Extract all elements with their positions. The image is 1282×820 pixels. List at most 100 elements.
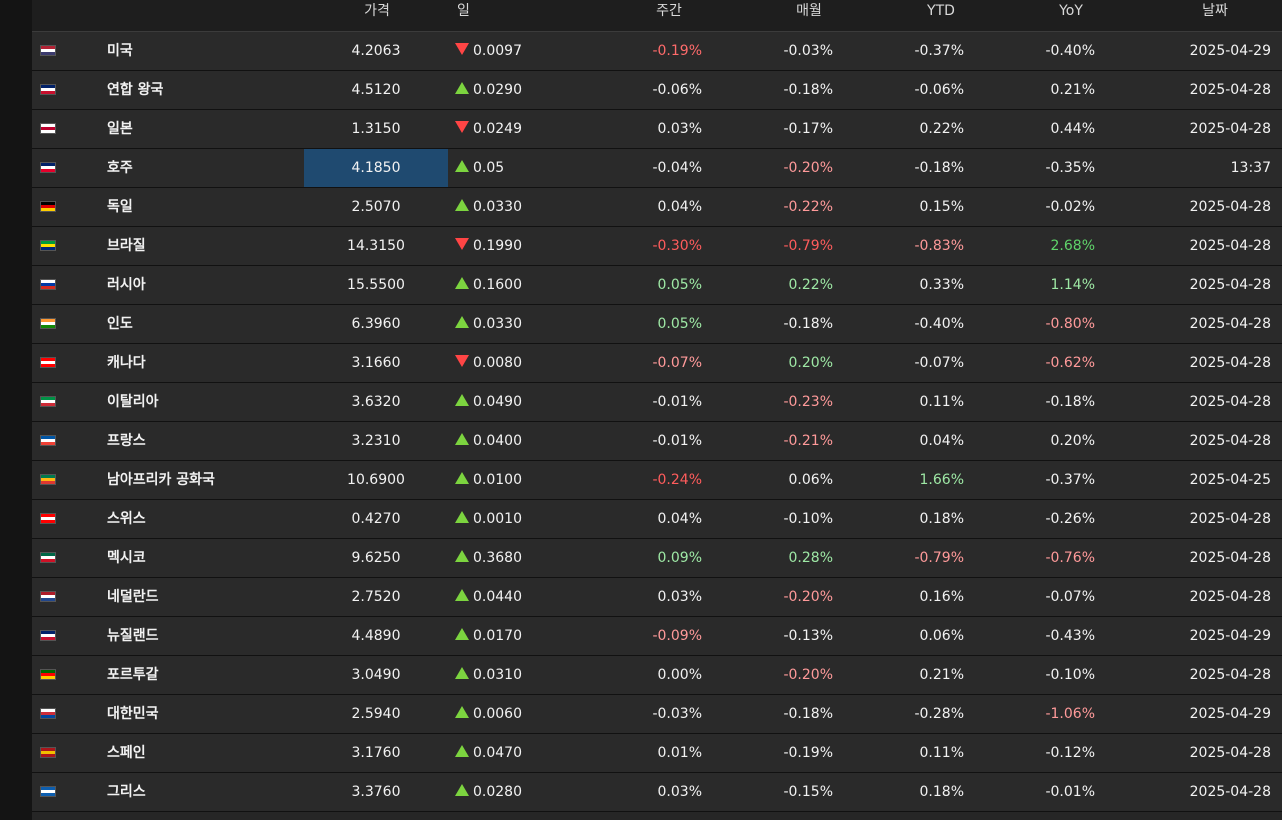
table-row[interactable]: 독일 2.5070 0.0330 0.04% -0.22% 0.15% -0.0… <box>32 188 1282 227</box>
table-row[interactable]: 캐나다 3.1660 0.0080 -0.07% 0.20% -0.07% -0… <box>32 344 1282 383</box>
country-name[interactable]: 연합 왕국 <box>107 82 164 98</box>
price-cell: 2.7520 <box>304 578 448 616</box>
week-change: 0.04% <box>657 511 702 527</box>
country-name[interactable]: 브라질 <box>107 238 146 254</box>
country-name[interactable]: 러시아 <box>107 277 146 293</box>
day-change-value: 0.0330 <box>473 199 522 215</box>
country-name[interactable]: 스위스 <box>107 511 146 527</box>
country-name[interactable]: 포르투갈 <box>107 667 159 683</box>
date-value: 2025-04-25 <box>1189 472 1271 488</box>
ytd-change: 0.21% <box>919 667 964 683</box>
day-change-value: 0.3680 <box>473 550 522 566</box>
country-name[interactable]: 스페인 <box>107 745 146 761</box>
flag-icon <box>40 32 56 70</box>
col-header-month[interactable]: 매월 <box>796 3 822 19</box>
week-change: 0.04% <box>657 199 702 215</box>
table-row[interactable]: 네덜란드 2.7520 0.0440 0.03% -0.20% 0.16% -0… <box>32 578 1282 617</box>
table-row[interactable]: 러시아 15.5500 0.1600 0.05% 0.22% 0.33% 1.1… <box>32 266 1282 305</box>
yoy-change: -0.18% <box>1045 394 1095 410</box>
country-name[interactable]: 인도 <box>107 316 133 332</box>
triangle-up-icon <box>455 589 469 601</box>
col-header-day[interactable]: 일 <box>457 3 470 19</box>
date-value: 2025-04-28 <box>1189 277 1271 293</box>
flag-swatch <box>40 668 56 680</box>
day-change-value: 0.0080 <box>473 355 522 371</box>
week-change: 0.03% <box>657 121 702 137</box>
table-row[interactable]: 연합 왕국 4.5120 0.0290 -0.06% -0.18% -0.06%… <box>32 71 1282 110</box>
table-row[interactable]: 인도 6.3960 0.0330 0.05% -0.18% -0.40% -0.… <box>32 305 1282 344</box>
table-row[interactable]: 남아프리카 공화국 10.6900 0.0100 -0.24% 0.06% 1.… <box>32 461 1282 500</box>
col-header-price[interactable]: 가격 <box>364 3 390 19</box>
table-row[interactable]: 브라질 14.3150 0.1990 -0.30% -0.79% -0.83% … <box>32 227 1282 266</box>
country-name[interactable]: 독일 <box>107 199 133 215</box>
day-change-value: 0.0440 <box>473 589 522 605</box>
flag-swatch <box>40 707 56 719</box>
country-name[interactable]: 일본 <box>107 121 133 137</box>
country-name[interactable]: 멕시코 <box>107 550 146 566</box>
day-change-cell: 0.0330 <box>455 188 575 226</box>
col-header-ytd[interactable]: YTD <box>927 3 955 19</box>
price-value: 9.6250 <box>351 550 401 566</box>
flag-icon <box>40 149 56 187</box>
table-row[interactable]: 프랑스 3.2310 0.0400 -0.01% -0.21% 0.04% 0.… <box>32 422 1282 461</box>
table-row[interactable]: 호주 4.1850 0.05 -0.04% -0.20% -0.18% -0.3… <box>32 149 1282 188</box>
table-row[interactable]: 스페인 3.1760 0.0470 0.01% -0.19% 0.11% -0.… <box>32 734 1282 773</box>
table-row[interactable]: 대한민국 2.5940 0.0060 -0.03% -0.18% -0.28% … <box>32 695 1282 734</box>
price-cell: 9.6250 <box>304 539 448 577</box>
date-value: 13:37 <box>1230 160 1271 176</box>
flag-swatch <box>40 473 56 485</box>
table-row[interactable]: 멕시코 9.6250 0.3680 0.09% 0.28% -0.79% -0.… <box>32 539 1282 578</box>
month-change: -0.13% <box>783 628 833 644</box>
price-value: 3.1660 <box>351 355 401 371</box>
month-change: 0.20% <box>788 355 833 371</box>
triangle-up-icon <box>455 667 469 679</box>
day-change-cell: 0.0100 <box>455 461 575 499</box>
table-row[interactable]: 미국 4.2063 0.0097 -0.19% -0.03% -0.37% -0… <box>32 32 1282 71</box>
country-name[interactable]: 뉴질랜드 <box>107 628 159 644</box>
col-header-date[interactable]: 날짜 <box>1202 3 1228 19</box>
month-change: -0.22% <box>783 199 833 215</box>
country-name[interactable]: 그리스 <box>107 784 146 800</box>
flag-swatch <box>40 551 56 563</box>
country-name[interactable]: 호주 <box>107 160 133 176</box>
flag-swatch <box>40 239 56 251</box>
price-value: 3.1760 <box>351 745 401 761</box>
ytd-change: -0.37% <box>914 43 964 59</box>
date-value: 2025-04-28 <box>1189 82 1271 98</box>
col-header-yoy[interactable]: YoY <box>1059 3 1083 19</box>
price-value: 1.3150 <box>351 121 401 137</box>
table-row[interactable]: 그리스 3.3760 0.0280 0.03% -0.15% 0.18% -0.… <box>32 773 1282 812</box>
flag-swatch <box>40 161 56 173</box>
table-row[interactable]: 이탈리아 3.6320 0.0490 -0.01% -0.23% 0.11% -… <box>32 383 1282 422</box>
country-name[interactable]: 미국 <box>107 43 133 59</box>
country-name[interactable]: 프랑스 <box>107 433 146 449</box>
week-change: -0.04% <box>652 160 702 176</box>
table-row[interactable]: 일본 1.3150 0.0249 0.03% -0.17% 0.22% 0.44… <box>32 110 1282 149</box>
price-value: 2.5940 <box>351 706 401 722</box>
day-change-cell: 0.05 <box>455 149 575 187</box>
country-name[interactable]: 남아프리카 공화국 <box>107 472 215 488</box>
date-value: 2025-04-28 <box>1189 589 1271 605</box>
col-header-week[interactable]: 주간 <box>656 3 682 19</box>
day-change-cell: 0.1990 <box>455 227 575 265</box>
week-change: 0.03% <box>657 589 702 605</box>
yoy-change: 0.20% <box>1050 433 1095 449</box>
triangle-up-icon <box>455 511 469 523</box>
table-row[interactable]: 뉴질랜드 4.4890 0.0170 -0.09% -0.13% 0.06% -… <box>32 617 1282 656</box>
date-value: 2025-04-28 <box>1189 316 1271 332</box>
ytd-change: 0.04% <box>919 433 964 449</box>
price-value: 4.2063 <box>351 43 401 59</box>
table-row[interactable]: 스위스 0.4270 0.0010 0.04% -0.10% 0.18% -0.… <box>32 500 1282 539</box>
yoy-change: -0.80% <box>1045 316 1095 332</box>
country-name[interactable]: 대한민국 <box>107 706 159 722</box>
country-name[interactable]: 이탈리아 <box>107 394 159 410</box>
day-change-value: 0.0330 <box>473 316 522 332</box>
table-row[interactable]: 포르투갈 3.0490 0.0310 0.00% -0.20% 0.21% -0… <box>32 656 1282 695</box>
country-name[interactable]: 네덜란드 <box>107 589 159 605</box>
flag-swatch <box>40 512 56 524</box>
flag-swatch <box>40 395 56 407</box>
date-value: 2025-04-28 <box>1189 433 1271 449</box>
price-cell: 4.4890 <box>304 617 448 655</box>
country-name[interactable]: 캐나다 <box>107 355 146 371</box>
triangle-up-icon <box>455 745 469 757</box>
